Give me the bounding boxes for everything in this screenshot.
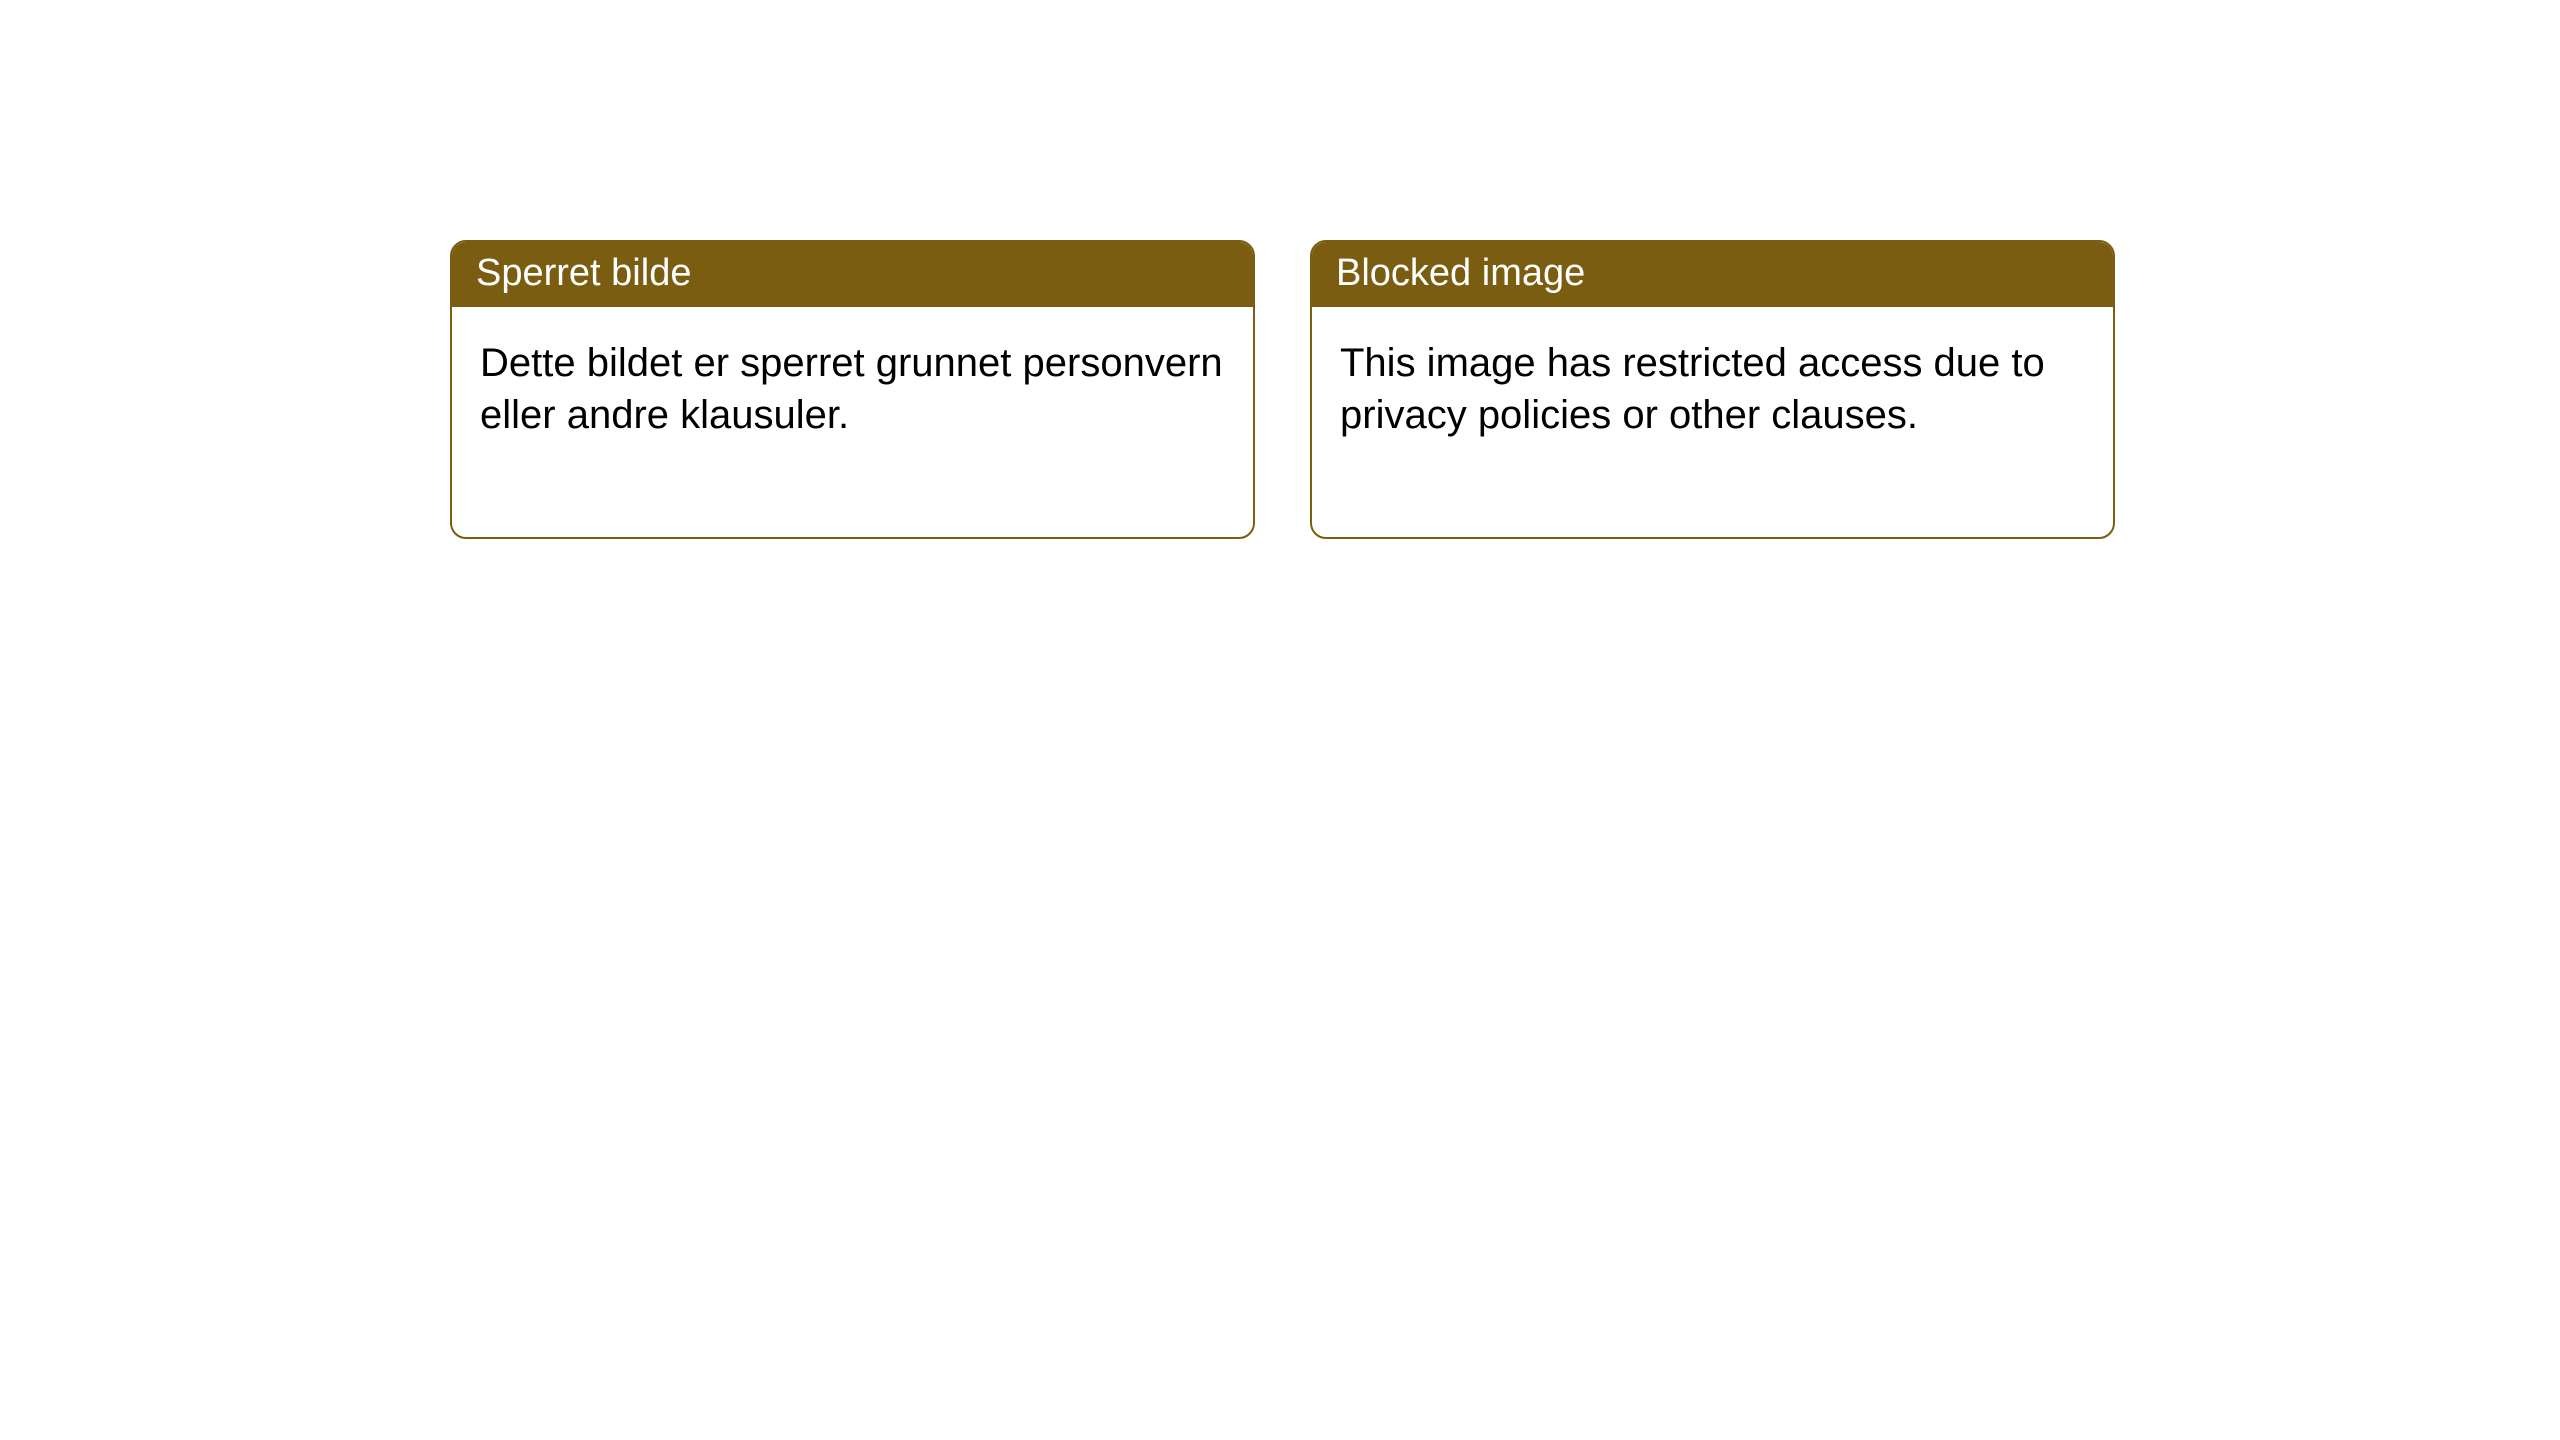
notice-box-norwegian: Sperret bilde Dette bildet er sperret gr… [450,240,1255,539]
notice-container: Sperret bilde Dette bildet er sperret gr… [0,0,2560,539]
notice-header-english: Blocked image [1312,242,2113,307]
notice-header-norwegian: Sperret bilde [452,242,1253,307]
notice-body-english: This image has restricted access due to … [1312,307,2113,537]
notice-box-english: Blocked image This image has restricted … [1310,240,2115,539]
notice-body-norwegian: Dette bildet er sperret grunnet personve… [452,307,1253,537]
